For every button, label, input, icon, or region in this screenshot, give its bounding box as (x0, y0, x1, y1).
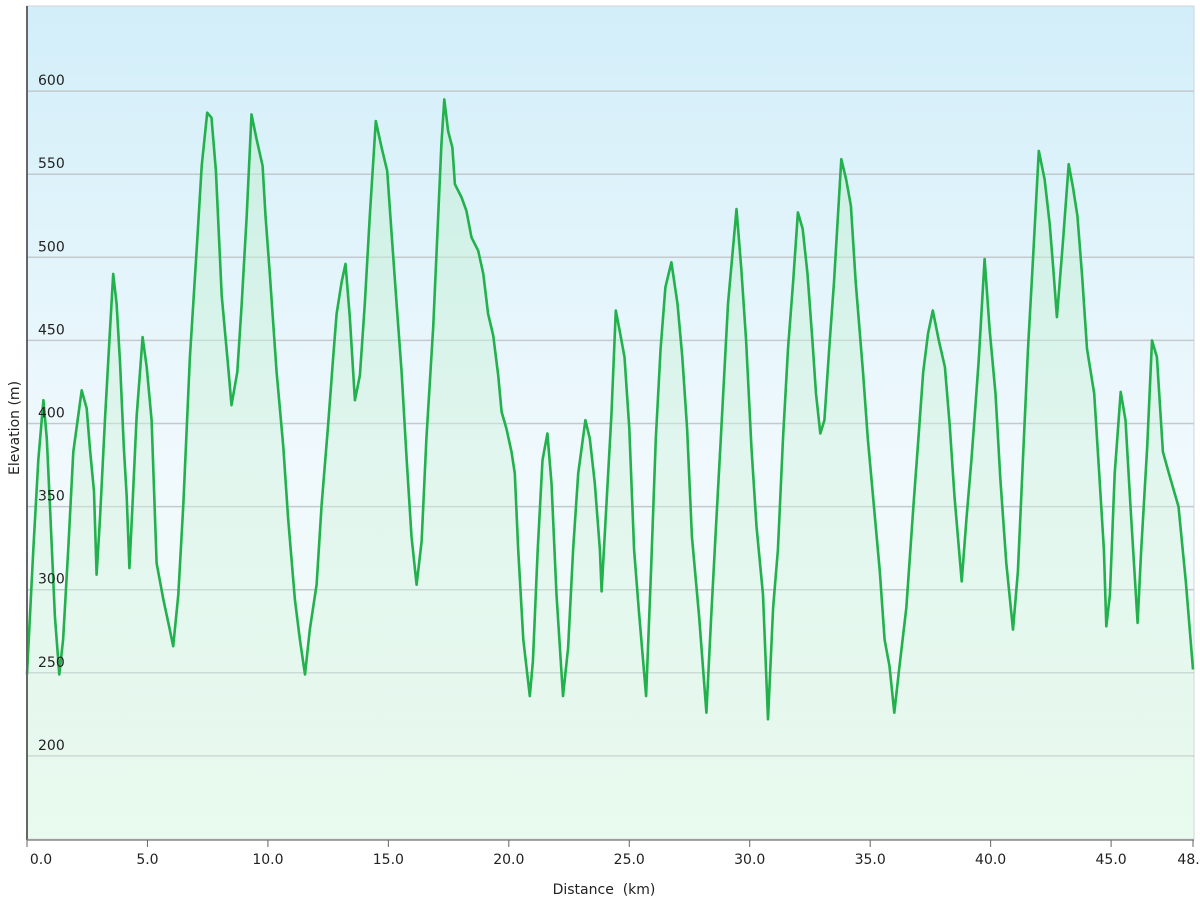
x-tick-label: 30.0 (734, 852, 765, 868)
y-tick-label: 350 (38, 489, 65, 505)
y-tick-label: 300 (38, 572, 65, 588)
x-axis-ticks: 0.0 5.0 10.0 15.0 20.0 25.0 30.0 35.0 40.0 45.0 48… (26, 840, 1200, 868)
y-tick-label: 400 (38, 406, 65, 422)
y-tick-label: 250 (38, 655, 65, 671)
x-tick-label: 35.0 (855, 852, 886, 868)
y-tick-label: 550 (38, 156, 65, 172)
y-tick-label: 500 (38, 239, 65, 255)
x-tick-label: 15.0 (373, 852, 404, 868)
x-tick-label: 48.4 (1177, 852, 1200, 868)
y-axis-title: Elevation (m) (7, 381, 23, 475)
x-tick-label: 20.0 (493, 852, 524, 868)
x-tick-label: 0.0 (30, 852, 52, 868)
y-tick-label: 200 (38, 738, 65, 754)
x-tick-label: 40.0 (975, 852, 1006, 868)
x-tick-label: 5.0 (136, 852, 158, 868)
x-tick-label: 45.0 (1096, 852, 1127, 868)
elevation-line (25, 98, 1195, 721)
y-tick-label: 450 (38, 322, 65, 338)
x-axis-title: Distance (km) (553, 882, 656, 898)
y-tick-label: 600 (38, 73, 65, 89)
x-tick-label: 25.0 (614, 852, 645, 868)
y-axis-ticks: 200 250 300 350 400 450 500 550 600 (38, 73, 65, 754)
x-tick-label: 10.0 (252, 852, 283, 868)
